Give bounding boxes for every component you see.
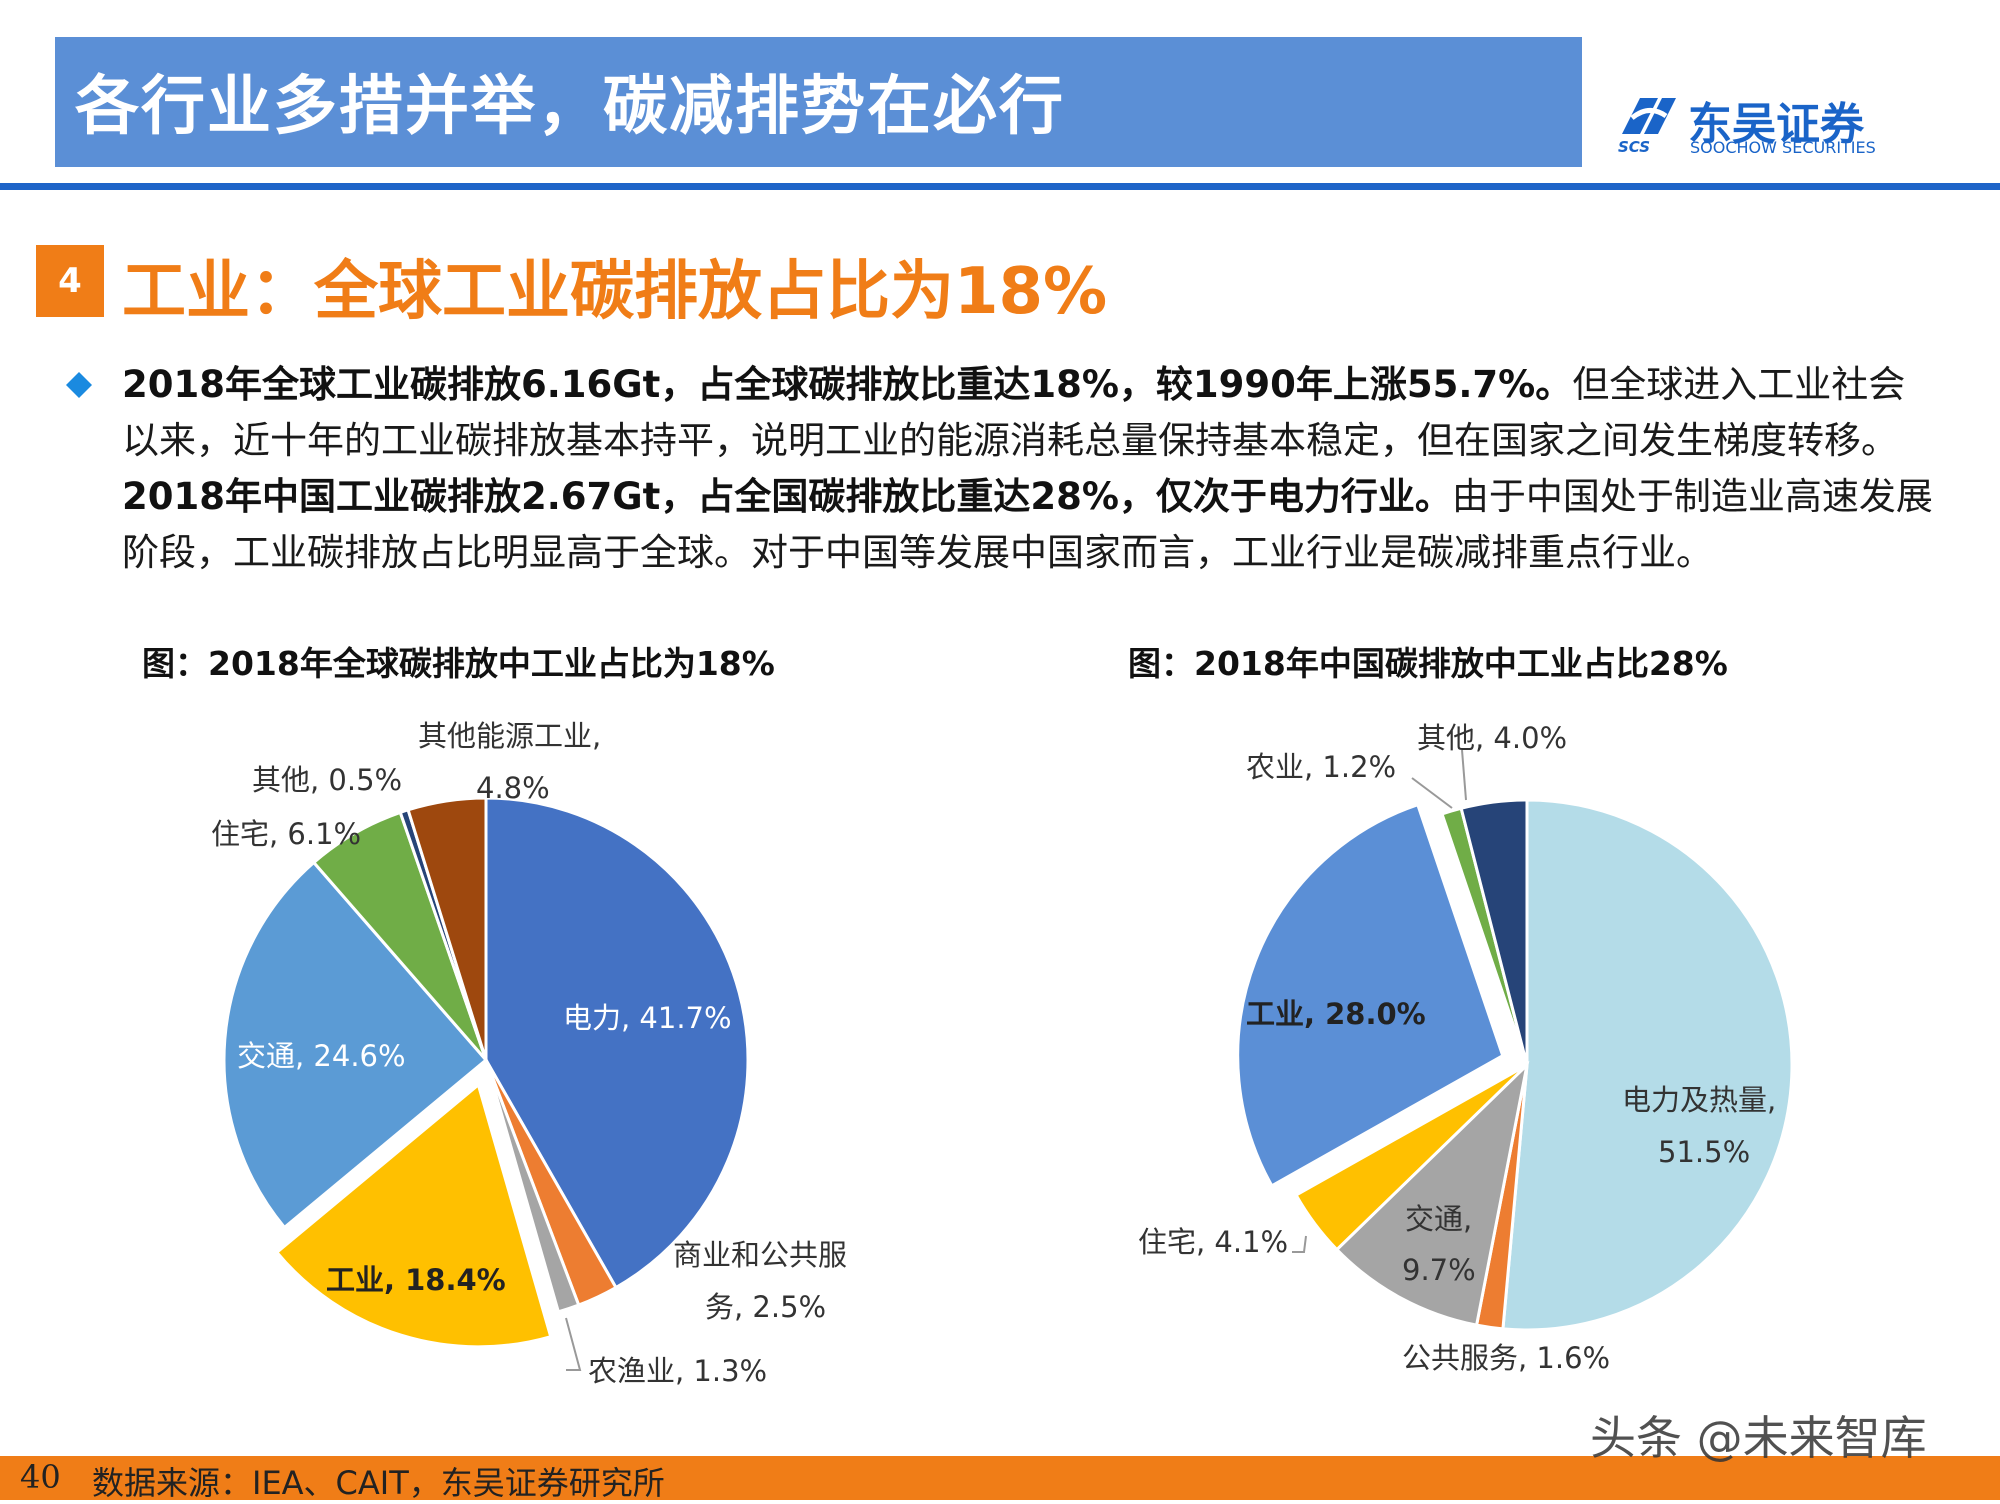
label-other-cn: 其他, 4.0% [1417,721,1567,755]
leader-agri-fish [565,1317,582,1371]
china-pie-labels: 电力及热量, 51.5% 公共服务, 1.6% 交通, 9.7% 住宅, 4.1% 工业, … [1138,721,1776,1375]
pie-slice-pie1-2 [484,1059,581,1314]
label-other-energy-1: 其他能源工业, [418,719,601,753]
label-transport: 交通, 24.6% [237,1039,406,1073]
pie-slice-pie2-3 [1294,1063,1529,1252]
body-bold-2: 2018年中国工业碳排放2.67Gt，占全国碳排放比重达28%，仅次于电力行业。 [122,475,1452,518]
company-logo: 东吴证券 SCS SOOCHOW SECURITIES [1618,88,1898,158]
logo-chinese-name: 东吴证券 [1688,99,1864,150]
page-number: 40 [20,1458,61,1496]
label-transport-cn-1: 交通, [1405,1202,1472,1236]
leader-agriculture [1411,777,1453,809]
pie-slice-pie2-4 [1236,802,1505,1188]
label-power: 电力, 41.7% [563,1001,732,1035]
china-chart-title: 图：2018年中国碳排放中工业占比28% [1128,644,1728,683]
label-other: 其他, 0.5% [252,763,402,797]
leader-lines [565,749,1467,1371]
pie-slice-pie2-6 [1459,798,1529,1066]
body-text-1: 但全球进入工业社会以来，近十年的工业碳排放基本持平，说明工业的能源消耗总量保持基… [122,363,1906,462]
label-other-energy-2: 4.8% [476,771,550,805]
label-industry-cn: 工业, 28.0% [1246,997,1426,1031]
label-transport-cn-2: 9.7% [1402,1253,1476,1287]
body-paragraph: 2018年全球工业碳排放6.16Gt，占全球碳排放比重达18%，较1990年上涨… [122,357,1937,581]
logo-abbreviation: SCS [1618,138,1651,156]
diamond-bullet-icon [66,372,92,398]
pie-slice-pie1-4 [222,860,489,1230]
body-bold-1: 2018年全球工业碳排放6.16Gt，占全球碳排放比重达18%，较1990年上涨… [122,363,1573,406]
label-commercial-2: 务, 2.5% [705,1290,826,1324]
china-pie-chart [1236,798,1794,1332]
pie-slice-pie1-3 [274,1082,553,1349]
logo-icon [1622,98,1676,134]
label-residential: 住宅, 6.1% [211,817,361,851]
global-chart-title: 图：2018年全球碳排放中工业占比为18% [142,644,775,683]
footer-bar [0,1456,2000,1500]
pie-slice-pie2-0 [1501,798,1794,1332]
pie-slice-pie2-2 [1334,1060,1530,1327]
label-commercial-1: 商业和公共服 [673,1238,847,1272]
leader-other-cn [1461,749,1467,801]
header-divider [0,183,2000,190]
label-agri-fish: 农渔业, 1.3% [588,1354,767,1388]
watermark: 头条 @未来智库 [1590,1411,1927,1465]
label-industry: 工业, 18.4% [326,1263,506,1297]
label-agriculture: 农业, 1.2% [1246,750,1396,784]
section-number-badge: 4 [36,245,104,317]
data-source: 数据来源：IEA、CAIT，东吴证券研究所 [92,1464,665,1502]
label-power-heat-2: 51.5% [1658,1135,1750,1169]
header-bar [55,37,1582,167]
logo-english-name: SOOCHOW SECURITIES [1690,138,1876,157]
label-power-heat-1: 电力及热量, [1622,1083,1776,1117]
section-title: 工业：全球工业碳排放占比为18% [122,255,1108,329]
page-title: 各行业多措并举，碳减排势在必行 [75,70,1065,144]
label-residential-cn: 住宅, 4.1% [1138,1225,1288,1259]
pie-slice-pie1-7 [406,796,488,1061]
body-text-2: 由于中国处于制造业高速发展阶段，工业碳排放占比明显高于全球。对于中国等发展中国家… [122,475,1933,574]
pie-slice-pie1-0 [484,796,750,1290]
label-public-service: 公共服务, 1.6% [1402,1341,1610,1375]
global-pie-chart [222,796,750,1349]
leader-residential-cn [1292,1235,1307,1253]
